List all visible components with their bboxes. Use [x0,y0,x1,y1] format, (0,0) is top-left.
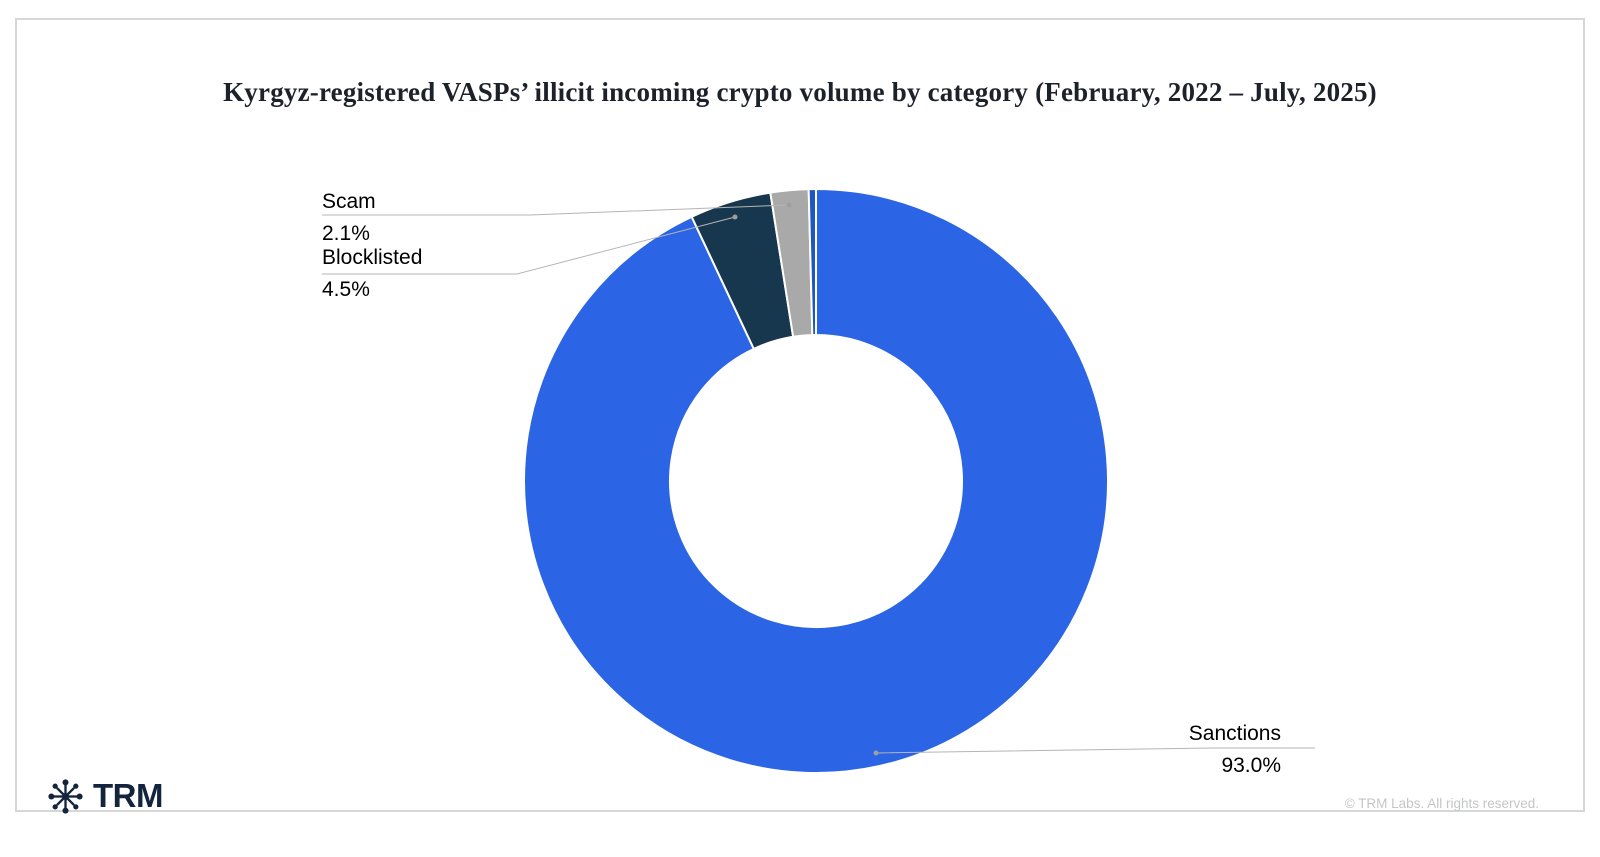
leader-dot-blocklisted [732,214,738,220]
leader-line-blocklisted [322,216,736,275]
callout-label-blocklisted: Blocklisted [322,246,423,269]
leader-line-scam [322,204,790,216]
leader-line-sanctions [875,747,1315,754]
donut-slice-sanctions [523,187,1109,774]
leader-lines [322,202,1315,756]
callout-label-scam: Scam [322,190,376,213]
donut-chart [322,187,1315,774]
chart-page: Kyrgyz-registered VASPs’ illicit incomin… [15,18,1585,815]
trm-wordmark: TRM [93,777,163,814]
trm-network-icon [48,778,83,814]
donut-slice-other [807,187,817,337]
leader-dot-scam [786,202,792,208]
chart-card: Kyrgyz-registered VASPs’ illicit incomin… [15,18,1585,815]
donut-slices [523,187,1109,774]
callout-value-scam: 2.1% [322,222,370,245]
callout-value-blocklisted: 4.5% [322,278,370,301]
trm-logo: TRM [47,777,163,815]
copyright-text: © TRM Labs. All rights reserved. [1344,796,1539,811]
callout-value-sanctions: 93.0% [1221,754,1281,777]
chart-title: Kyrgyz-registered VASPs’ illicit incomin… [223,77,1377,107]
leader-dot-sanctions [873,750,879,756]
callout-label-sanctions: Sanctions [1188,722,1281,745]
